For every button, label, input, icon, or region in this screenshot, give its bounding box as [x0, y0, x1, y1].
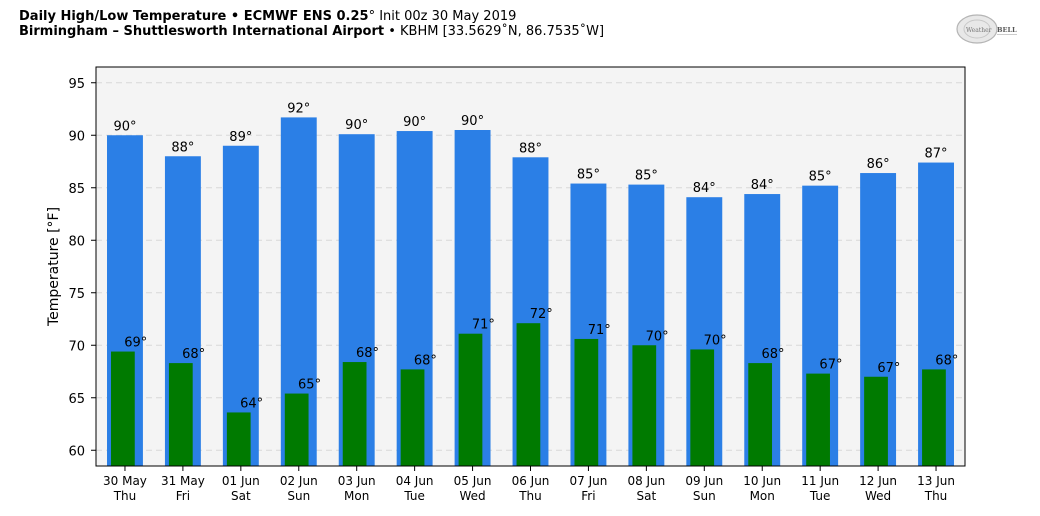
y-axis-label: Temperature [°F]	[46, 207, 62, 327]
y-tick-label: 60	[68, 444, 85, 459]
high-temp-label: 84°	[693, 181, 716, 196]
x-tick-weekday: Thu	[113, 489, 137, 503]
high-temp-label: 92°	[287, 101, 310, 116]
chart-title-degree: °	[368, 9, 376, 24]
high-temp-label: 90°	[403, 115, 426, 130]
x-tick-date: 02 Jun	[280, 474, 318, 488]
low-temp-label: 70°	[704, 333, 727, 348]
high-temp-label: 85°	[577, 168, 600, 183]
low-bar	[111, 351, 135, 466]
low-bar	[458, 333, 483, 466]
chart-subtitle: Birmingham – Shuttlesworth International…	[19, 24, 604, 39]
low-bar	[748, 363, 773, 466]
high-temp-label: 86°	[867, 157, 890, 172]
x-tick-date: 07 Jun	[570, 474, 608, 488]
x-tick-date: 10 Jun	[743, 474, 781, 488]
high-temp-label: 85°	[809, 170, 832, 185]
x-tick-date: 30 May	[103, 474, 147, 488]
x-tick-date: 08 Jun	[627, 474, 665, 488]
x-tick-weekday: Wed	[459, 489, 485, 503]
chart-title: Daily High/Low Temperature • ECMWF ENS 0…	[19, 9, 516, 24]
low-temp-label: 67°	[877, 361, 900, 376]
chart-title-init: Init 00z 30 May 2019	[375, 9, 517, 24]
low-bar	[168, 363, 193, 466]
low-temp-label: 68°	[762, 347, 785, 362]
low-bar	[516, 323, 541, 466]
x-tick-date: 05 Jun	[454, 474, 492, 488]
low-temp-label: 68°	[935, 353, 958, 368]
x-tick-weekday: Sat	[231, 489, 251, 503]
x-tick-weekday: Sun	[287, 489, 310, 503]
y-axis: 60 65 70 75 80 85 90 95	[68, 77, 96, 459]
y-tick-label: 75	[68, 287, 85, 302]
high-temp-label: 88°	[171, 140, 194, 155]
x-tick-weekday: Tue	[403, 489, 425, 503]
low-bar	[806, 373, 830, 466]
y-tick-label: 70	[68, 339, 85, 354]
data-labels: 90° 69° 88° 68° 89° 64° 92° 65° 90° 68° 90° 68° 90° 7…	[113, 101, 958, 411]
station-name: Birmingham – Shuttlesworth International…	[19, 24, 385, 39]
high-temp-label: 88°	[519, 141, 542, 156]
high-temp-label: 89°	[229, 130, 252, 145]
low-temp-label: 72°	[530, 307, 553, 322]
station-coords: • KBHM [33.5629˚N, 86.7535˚W]	[384, 24, 605, 39]
high-temp-label: 90°	[113, 119, 136, 134]
x-tick-date: 04 Jun	[396, 474, 434, 488]
low-temp-label: 69°	[124, 336, 147, 351]
x-tick-weekday: Wed	[865, 489, 891, 503]
low-bar	[400, 369, 425, 466]
low-bar	[574, 338, 599, 466]
low-bar	[922, 369, 946, 466]
low-temp-label: 64°	[240, 396, 263, 411]
low-temp-label: 67°	[819, 358, 842, 373]
x-tick-date: 06 Jun	[512, 474, 550, 488]
logo-text-left: Weather	[966, 27, 992, 34]
low-bar	[690, 349, 715, 466]
low-temp-label: 71°	[472, 318, 495, 333]
x-tick-date: 11 Jun	[801, 474, 839, 488]
low-bar	[226, 412, 251, 466]
chart-title-bold: Daily High/Low Temperature • ECMWF ENS 0…	[19, 9, 369, 24]
x-tick-weekday: Thu	[924, 489, 948, 503]
x-tick-date: 03 Jun	[338, 474, 376, 488]
low-temp-label: 68°	[182, 347, 205, 362]
x-tick-date: 09 Jun	[685, 474, 723, 488]
x-tick-weekday: Sat	[637, 489, 657, 503]
low-bar	[284, 393, 309, 466]
high-temp-label: 85°	[635, 169, 658, 184]
x-tick-weekday: Tue	[809, 489, 831, 503]
low-temp-label: 70°	[646, 329, 669, 344]
low-temp-label: 68°	[356, 346, 379, 361]
y-tick-label: 80	[68, 234, 85, 249]
y-tick-label: 95	[68, 77, 85, 92]
high-temp-label: 84°	[751, 178, 774, 193]
x-tick-weekday: Sun	[693, 489, 716, 503]
x-tick-weekday: Fri	[176, 489, 190, 503]
high-temp-label: 87°	[925, 147, 948, 162]
y-tick-label: 90	[68, 129, 85, 144]
weatherbell-logo-icon: Weather BELL	[956, 14, 1017, 44]
low-bar	[864, 376, 888, 466]
low-temp-label: 71°	[588, 323, 611, 338]
x-tick-weekday: Thu	[518, 489, 542, 503]
x-tick-date: 12 Jun	[859, 474, 897, 488]
low-bar	[342, 362, 367, 466]
low-temp-label: 65°	[298, 378, 321, 393]
x-tick-date: 13 Jun	[917, 474, 955, 488]
high-temp-label: 90°	[345, 118, 368, 133]
x-tick-weekday: Fri	[581, 489, 595, 503]
high-temp-label: 90°	[461, 114, 484, 129]
low-bars	[111, 323, 946, 466]
logo-text-right: BELL	[997, 26, 1017, 34]
y-tick-label: 85	[68, 182, 85, 197]
x-tick-date: 31 May	[161, 474, 205, 488]
x-tick-weekday: Mon	[750, 489, 775, 503]
x-tick-weekday: Mon	[344, 489, 369, 503]
low-temp-label: 68°	[414, 353, 437, 368]
y-tick-label: 65	[68, 392, 85, 407]
x-tick-date: 01 Jun	[222, 474, 260, 488]
low-bar	[632, 345, 657, 466]
